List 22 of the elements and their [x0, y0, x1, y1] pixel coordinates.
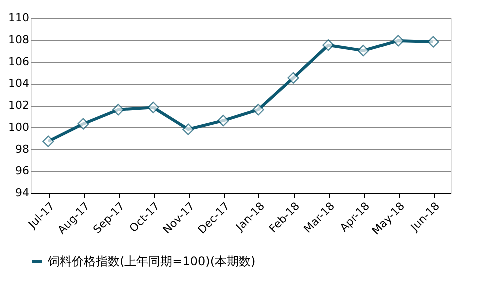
y-tick-label: 104: [8, 77, 30, 90]
y-tick-label: 106: [8, 55, 30, 68]
point: [148, 102, 160, 114]
legend-label: 饲料价格指数(上年同期=100)(本期数): [47, 254, 256, 268]
point: [428, 36, 440, 48]
point: [252, 104, 264, 116]
point: [358, 44, 370, 57]
y-tick-label: 110: [8, 12, 30, 24]
y-tick-label: 94: [16, 186, 30, 200]
y-tick-label: 102: [8, 99, 30, 112]
point: [322, 40, 334, 52]
point: [78, 118, 90, 130]
point: [42, 136, 54, 148]
y-tick-label: 100: [8, 120, 30, 134]
point: [288, 72, 300, 84]
point: [392, 35, 404, 47]
point: [182, 124, 194, 136]
point: [112, 104, 124, 116]
point: [218, 114, 230, 127]
y-tick-label: 98: [16, 142, 30, 156]
y-tick-label: 96: [16, 164, 30, 178]
y-tick-label: 108: [8, 33, 30, 46]
